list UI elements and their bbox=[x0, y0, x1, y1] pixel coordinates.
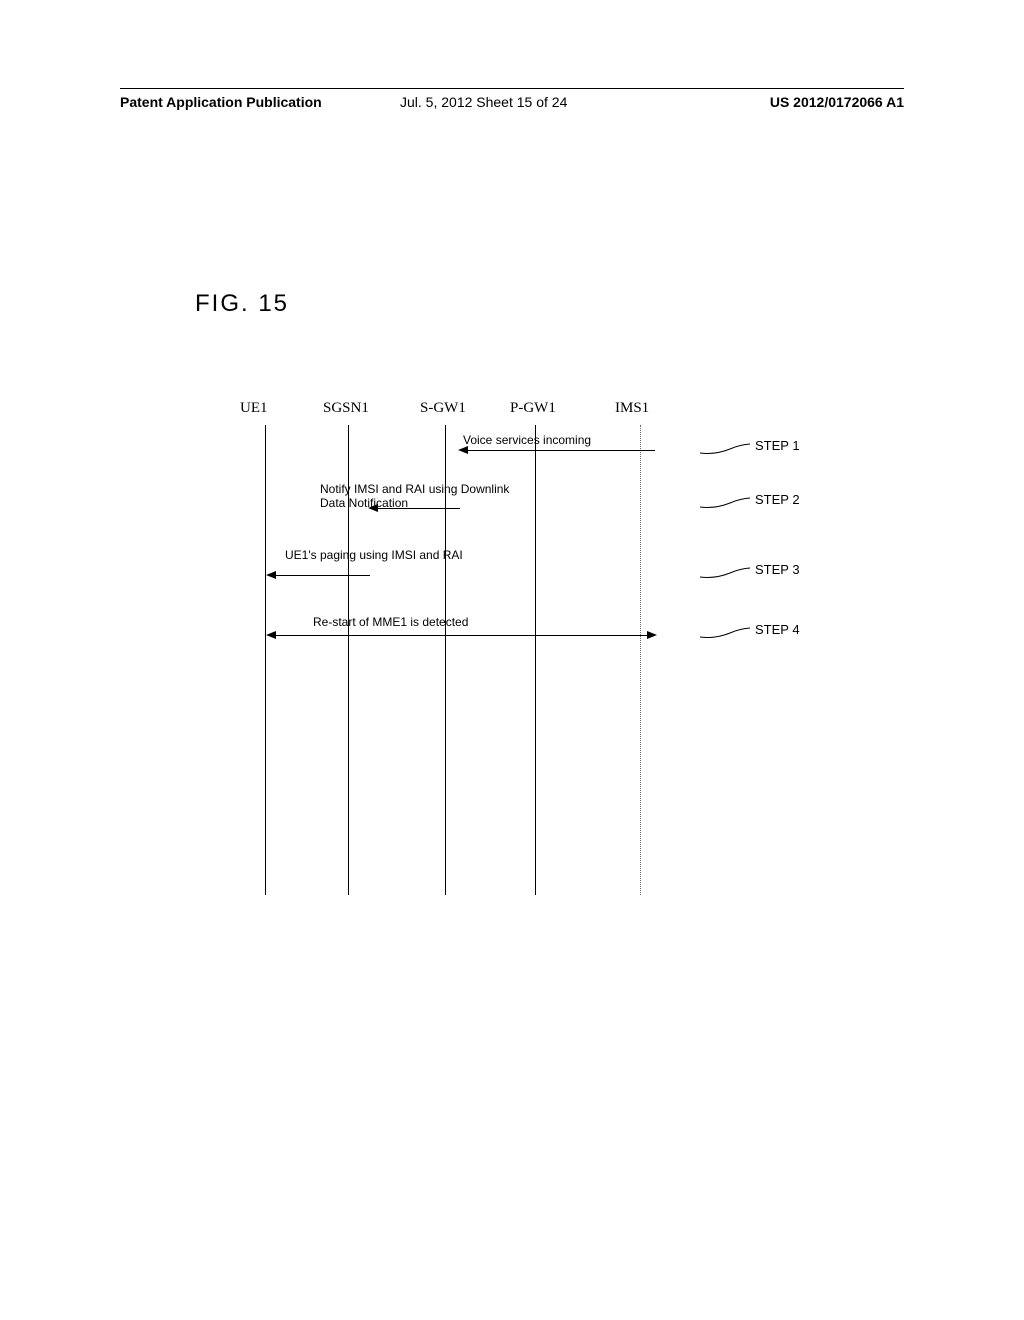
step-connector-3 bbox=[700, 625, 750, 640]
lifeline-ims1 bbox=[640, 425, 641, 895]
message-text-2: UE1's paging using IMSI and RAI bbox=[285, 548, 495, 562]
step-label-2: STEP 3 bbox=[755, 562, 800, 577]
message-text-3: Re-start of MME1 is detected bbox=[313, 615, 468, 629]
actor-label-sgw1: S-GW1 bbox=[420, 400, 466, 417]
message-arrow-3 bbox=[268, 635, 655, 636]
message-arrow-2 bbox=[268, 575, 370, 576]
step-connector-0 bbox=[700, 441, 750, 456]
figure-label: FIG. 15 bbox=[195, 290, 289, 318]
actor-label-sgsn1: SGSN1 bbox=[323, 400, 369, 417]
message-arrow-0 bbox=[460, 450, 655, 451]
arrowhead-2 bbox=[266, 571, 276, 579]
message-text-0: Voice services incoming bbox=[463, 433, 591, 447]
step-connector-2 bbox=[700, 565, 750, 580]
step-label-0: STEP 1 bbox=[755, 438, 800, 453]
header-date-sheet-text: Jul. 5, 2012 Sheet 15 of 24 bbox=[400, 94, 567, 110]
header-divider-line bbox=[120, 88, 904, 89]
arrowhead-right-3 bbox=[647, 631, 657, 639]
sequence-diagram: UE1 SGSN1 S-GW1 P-GW1 IMS1 Voice services inc… bbox=[0, 400, 1024, 950]
lifeline-ue1 bbox=[265, 425, 266, 895]
step-connector-1 bbox=[700, 495, 750, 510]
step-label-3: STEP 4 bbox=[755, 622, 800, 637]
header-patent-number: US 2012/0172066 A1 bbox=[770, 94, 904, 110]
header-publication-text: Patent Application Publication bbox=[120, 94, 322, 110]
actor-label-ims1: IMS1 bbox=[615, 400, 649, 417]
actor-label-pgw1: P-GW1 bbox=[510, 400, 556, 417]
actor-label-ue1: UE1 bbox=[240, 400, 268, 417]
page-container: Patent Application Publication Jul. 5, 2… bbox=[0, 0, 1024, 1320]
step-label-1: STEP 2 bbox=[755, 492, 800, 507]
lifeline-pgw1 bbox=[535, 425, 536, 895]
arrowhead-left-3 bbox=[266, 631, 276, 639]
message-text-1: Notify IMSI and RAI using Downlink Data … bbox=[320, 482, 530, 510]
arrowhead-0 bbox=[458, 446, 468, 454]
